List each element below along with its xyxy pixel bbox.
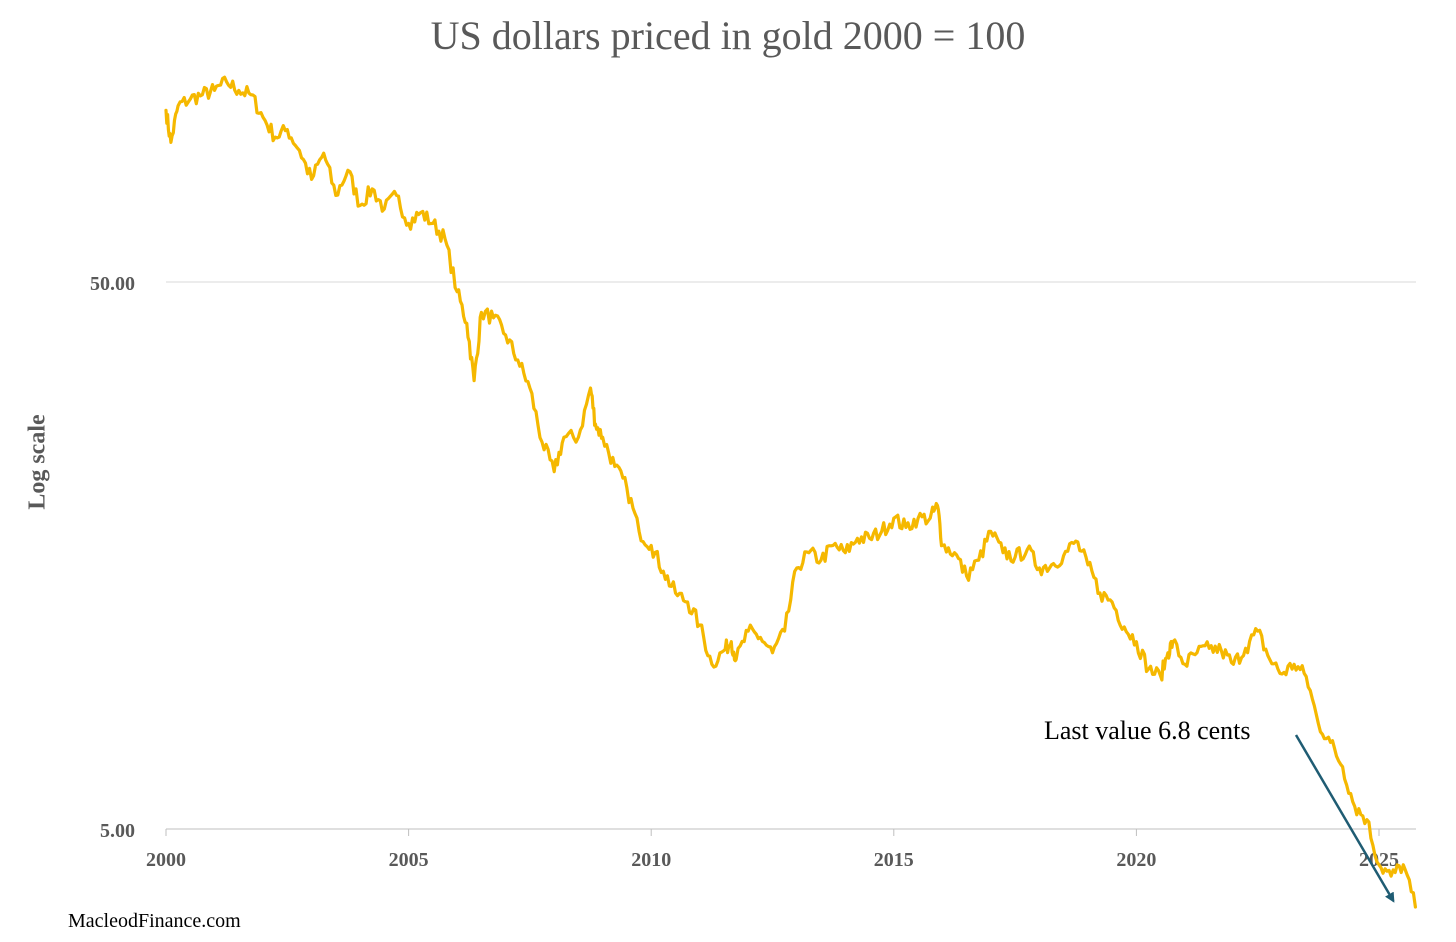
series-line [164, 75, 1417, 909]
x-tick-label: 2015 [874, 849, 914, 871]
series-group [164, 75, 1417, 909]
y-axis-label: Log scale [24, 414, 51, 510]
source-credit: MacleodFinance.com [68, 910, 241, 932]
x-tick-label: 2005 [389, 849, 429, 871]
chart-title: US dollars priced in gold 2000 = 100 [430, 13, 1026, 58]
annotation-arrow-line [1294, 734, 1395, 903]
y-tick-label: 50.00 [90, 273, 135, 295]
x-tick-label: 2010 [631, 849, 671, 871]
x-tick-label: 2020 [1116, 849, 1156, 871]
annotation-arrow [1294, 734, 1395, 903]
y-tick-label: 5.00 [100, 820, 135, 842]
x-tick-label: 2000 [146, 849, 186, 871]
x-tick-label: 2025 [1359, 849, 1399, 871]
last-value-annotation: Last value 6.8 cents [1044, 716, 1251, 745]
axes: 50.00 5.00 2000 2005 2010 2015 2020 2025 [90, 273, 1416, 871]
